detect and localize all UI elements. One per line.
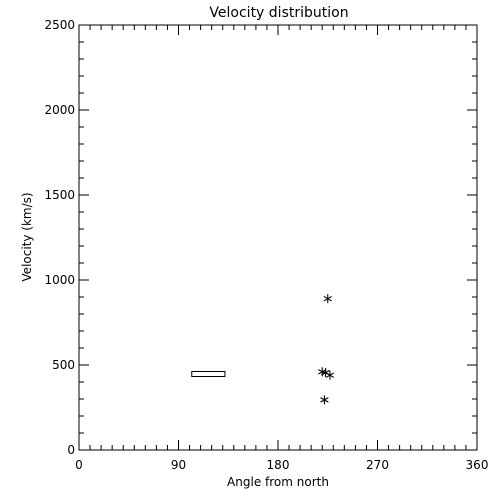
y-tick-label: 2000 (44, 103, 75, 117)
range-marker (191, 371, 226, 377)
axis-ticks (78, 24, 478, 451)
data-point (325, 370, 335, 380)
x-tick-label: 90 (171, 458, 186, 472)
y-tick-label: 0 (67, 443, 75, 457)
x-tick-label: 0 (75, 458, 83, 472)
axis-tick-labels: 0 90 180 270 360 0 500 1000 1500 2000 2500 (44, 18, 488, 472)
x-tick-label: 360 (466, 458, 489, 472)
data-point (320, 395, 329, 405)
y-tick-label: 1000 (44, 273, 75, 287)
asterisk-stroke (323, 295, 332, 302)
x-tick-label: 180 (267, 458, 290, 472)
x-tick-label: 270 (366, 458, 389, 472)
chart-title: Velocity distribution (209, 5, 348, 21)
y-tick-label: 500 (52, 358, 75, 372)
data-marks (191, 294, 335, 405)
data-point (323, 294, 332, 304)
asterisk-stroke (325, 372, 335, 378)
y-tick-label: 1500 (44, 188, 75, 202)
x-axis-label: Angle from north (227, 475, 329, 489)
plot-frame (78, 24, 478, 451)
asterisk-stroke (320, 397, 329, 403)
y-tick-label: 2500 (44, 18, 75, 32)
y-axis-label: Velocity (km/s) (20, 192, 34, 281)
